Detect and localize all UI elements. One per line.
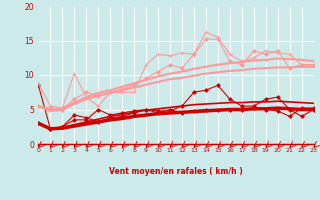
X-axis label: Vent moyen/en rafales ( km/h ): Vent moyen/en rafales ( km/h ): [109, 167, 243, 176]
